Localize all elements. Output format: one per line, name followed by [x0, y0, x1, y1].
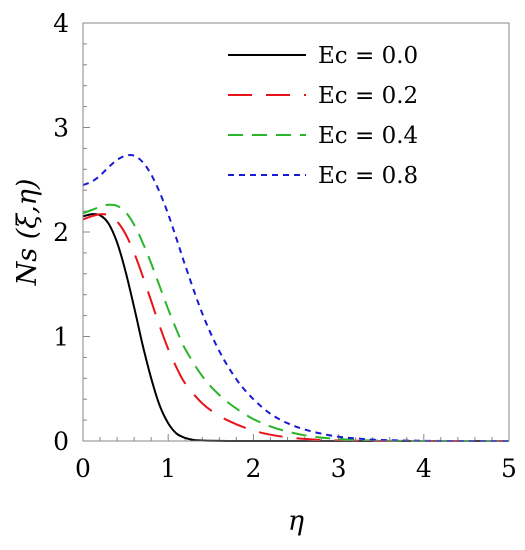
- y-tick-label: 4: [53, 9, 69, 38]
- legend-label-1: Ec = 0.2: [318, 83, 418, 109]
- y-tick-label: 2: [53, 218, 69, 247]
- legend-label-2: Ec = 0.4: [318, 123, 418, 149]
- legend: Ec = 0.0 Ec = 0.2 Ec = 0.4 Ec = 0.8: [228, 43, 418, 189]
- series-line-1: [82, 213, 509, 443]
- x-tick-label: 2: [245, 454, 261, 483]
- series-line-2: [82, 203, 510, 443]
- legend-label-3: Ec = 0.8: [318, 163, 418, 189]
- x-axis-title: η: [288, 506, 304, 537]
- x-tick-label: 1: [160, 454, 176, 483]
- y-tick-label: 1: [53, 323, 69, 352]
- x-tick-label: 5: [501, 454, 517, 483]
- series-line-3: [82, 154, 509, 442]
- x-tick-label: 4: [416, 454, 432, 483]
- y-tick-labels: 0 1 2 3 4: [53, 9, 69, 456]
- plot-area: [83, 23, 509, 441]
- x-tick-label: 0: [75, 454, 91, 483]
- y-tick-label: 3: [53, 114, 69, 143]
- x-tick-label: 3: [331, 454, 347, 483]
- y-axis-title: Ns (ξ,η): [12, 179, 43, 287]
- plot-frame: [82, 22, 510, 442]
- x-tick-labels: 0 1 2 3 4 5: [75, 454, 517, 483]
- legend-label-0: Ec = 0.0: [318, 43, 418, 69]
- y-tick-label: 0: [53, 427, 69, 456]
